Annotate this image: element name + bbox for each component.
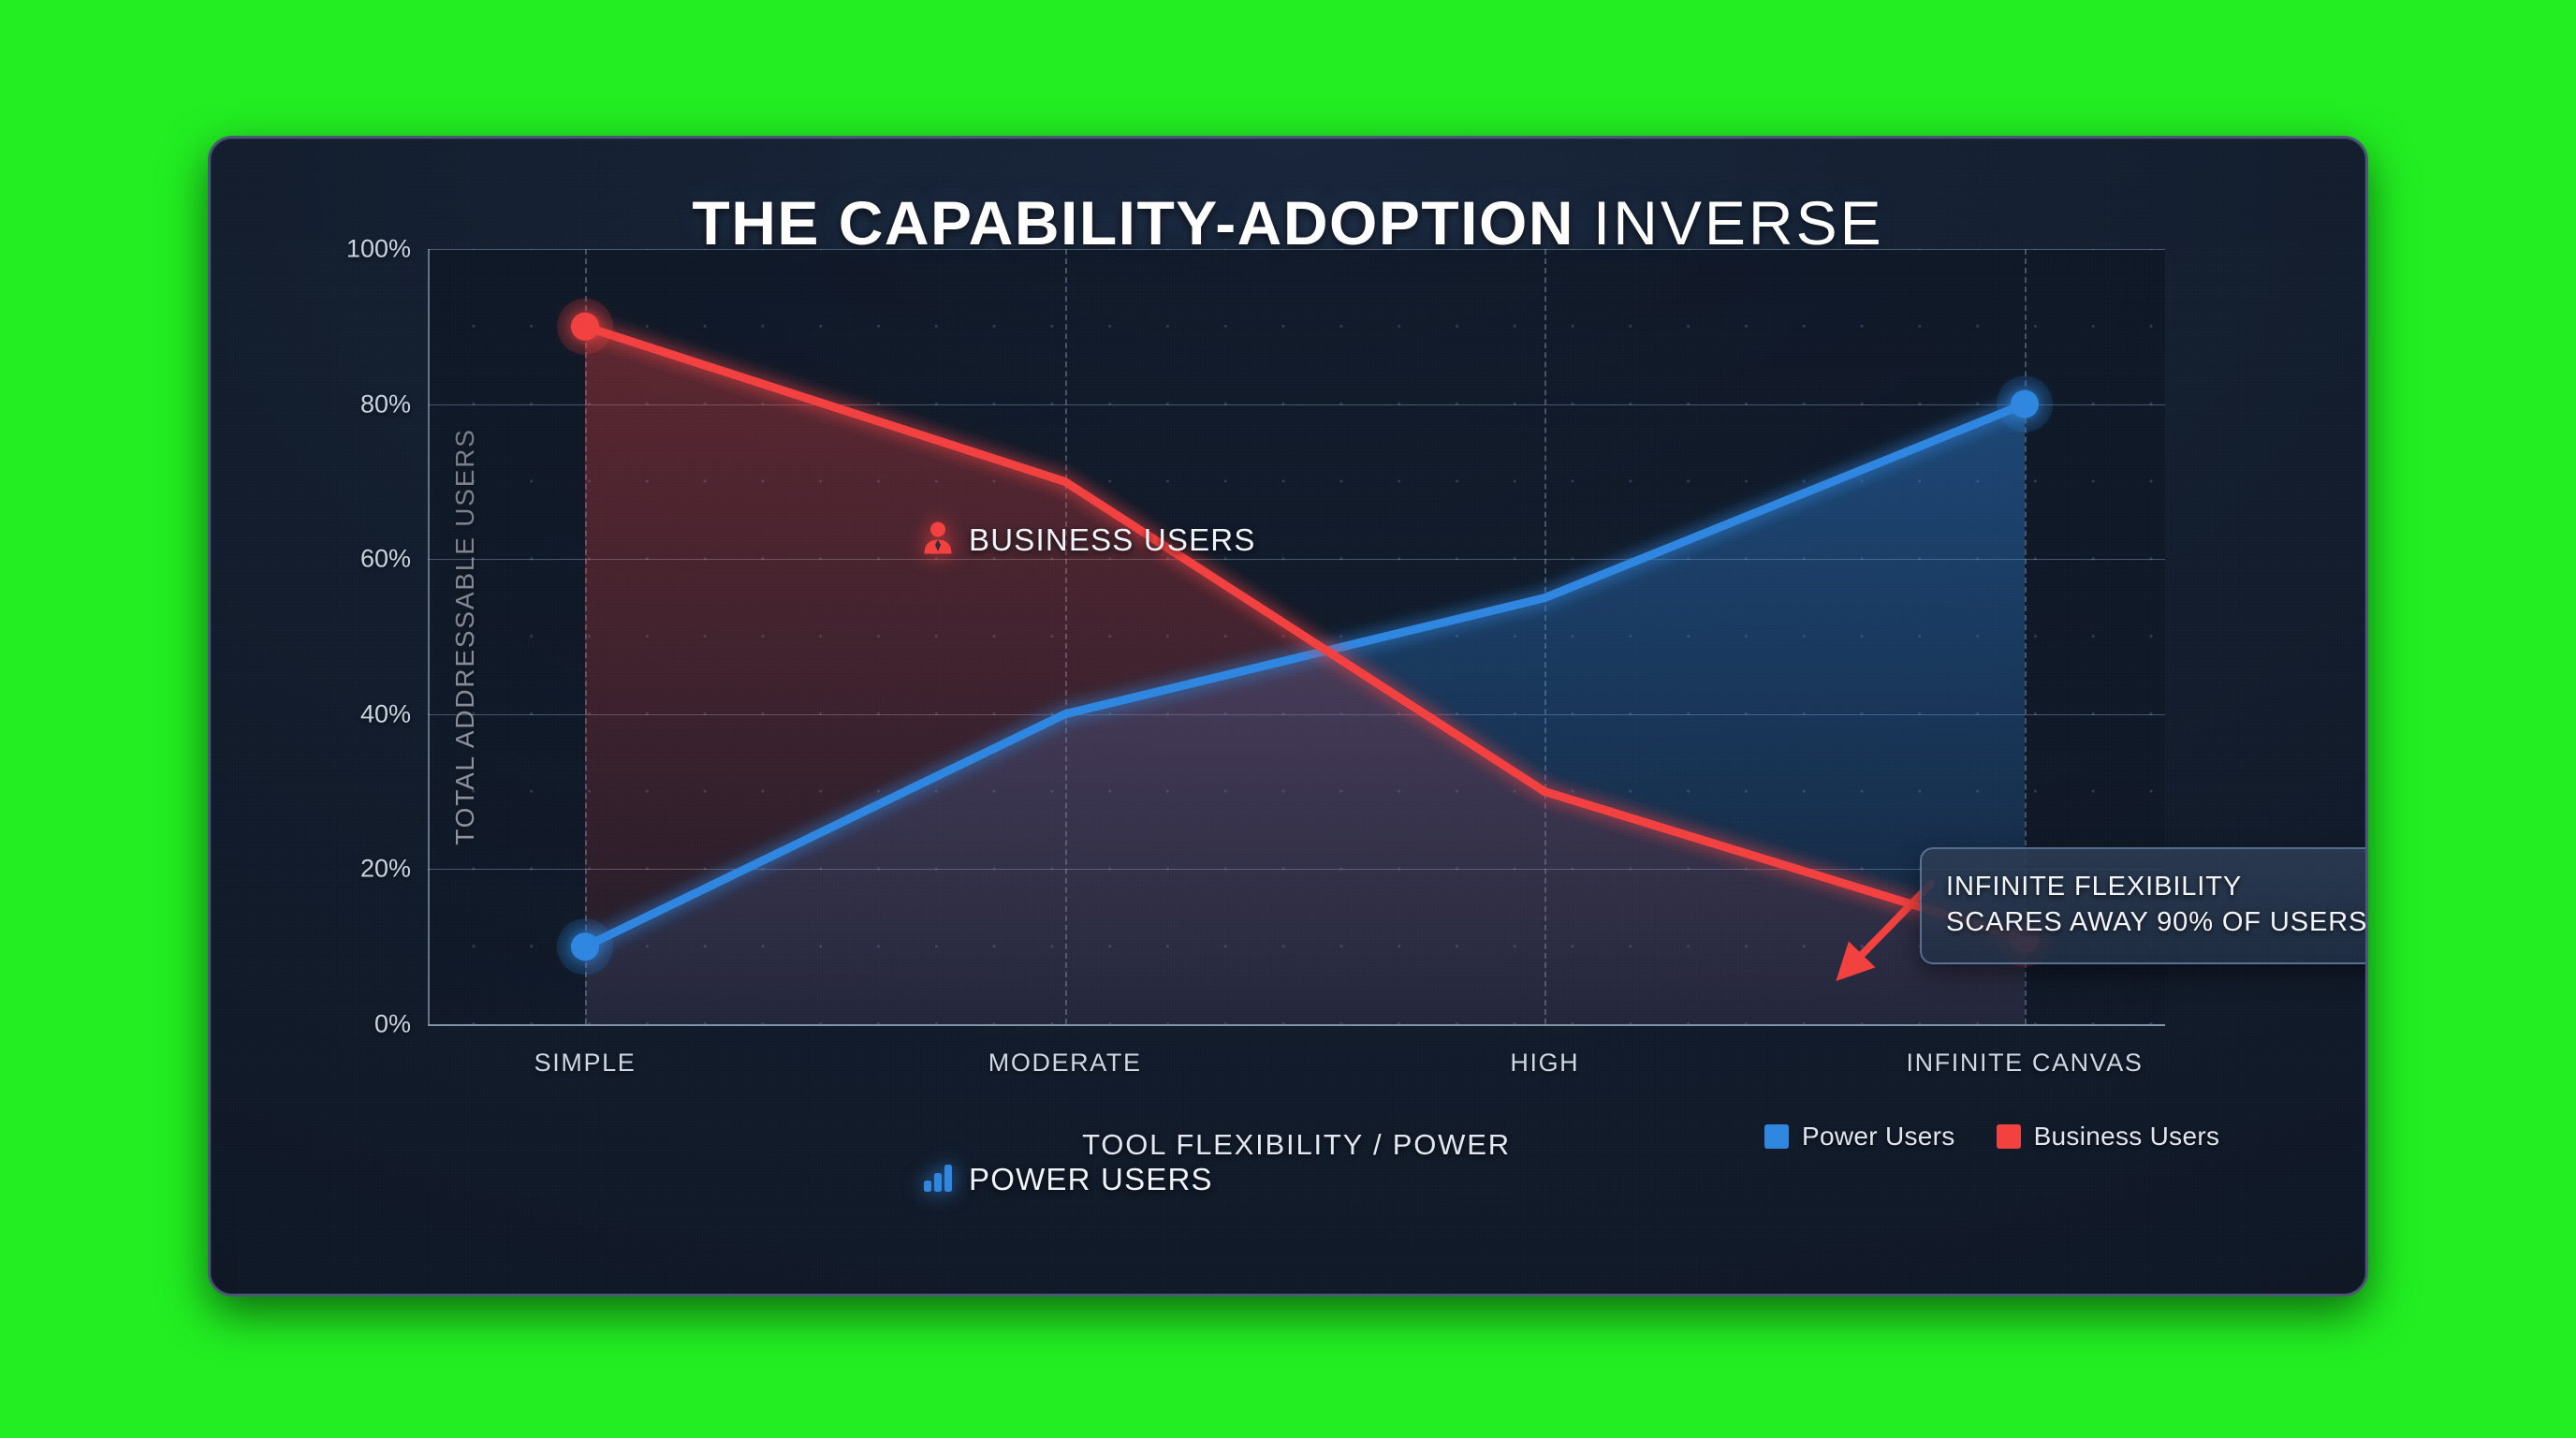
series-badge-label: POWER USERS <box>969 1161 1213 1196</box>
y-tick-label: 40% <box>359 699 411 728</box>
series-area-fills <box>585 326 2025 1025</box>
y-tick-label: 80% <box>359 389 411 418</box>
y-tick-label: 0% <box>373 1009 411 1038</box>
series-badge-business-users: BUSINESS USERS <box>922 521 1256 559</box>
bar-chart-icon <box>922 1161 954 1197</box>
x-tick-label: HIGH <box>1510 1049 1580 1077</box>
legend-item[interactable]: Power Users <box>1764 1122 1955 1152</box>
gridline-y <box>428 559 2165 561</box>
gridline-y <box>428 404 2165 405</box>
legend: Power Users Business Users <box>1764 1122 2219 1152</box>
gridline-y <box>428 249 2165 250</box>
series-badge-power-users: POWER USERS <box>922 1161 1213 1197</box>
legend-swatch <box>1996 1124 2021 1149</box>
legend-label: Power Users <box>1802 1122 1955 1151</box>
legend-label: Business Users <box>2033 1122 2220 1151</box>
series-badge-label: BUSINESS USERS <box>969 521 1256 557</box>
data-point-marker[interactable] <box>571 932 599 961</box>
gridline-x <box>2025 249 2027 1024</box>
y-tick-label: 100% <box>345 234 411 263</box>
y-tick-label: 60% <box>359 544 411 573</box>
data-point-marker[interactable] <box>2011 389 2039 418</box>
series-line <box>580 322 2029 944</box>
x-tick-label: MODERATE <box>988 1049 1142 1077</box>
series-line <box>580 400 2029 951</box>
annotation-callout: INFINITE FLEXIBILITY SCARES AWAY 90% OF … <box>1920 847 2368 965</box>
y-tick-label: 20% <box>359 854 411 883</box>
plot-area: 0% 20% 40% 60% 80% 100% SIMPLE MODERATE HIGH INF… <box>346 235 2165 1077</box>
gridline-y <box>428 1024 2165 1026</box>
series-area <box>585 326 2025 1024</box>
chart-card: THE CAPABILITY-ADOPTION INVERSE TOTAL AD… <box>208 136 2368 1297</box>
callout-line-2: SCARES AWAY 90% OF USERS <box>1946 906 2368 937</box>
legend-item[interactable]: Business Users <box>1996 1122 2220 1152</box>
title-strong: THE CAPABILITY-ADOPTION <box>692 188 1575 257</box>
legend-swatch <box>1764 1124 1789 1149</box>
x-axis-title: TOOL FLEXIBILITY / POWER <box>1082 1128 1511 1161</box>
x-tick-label: SIMPLE <box>534 1049 637 1077</box>
business-user-icon <box>922 521 954 559</box>
x-tick-label: INFINITE CANVAS <box>1906 1049 2144 1077</box>
series-layer <box>557 298 2053 1025</box>
data-point-marker[interactable] <box>571 312 599 341</box>
callout-line-1: INFINITE FLEXIBILITY <box>1946 872 2243 902</box>
page-title: THE CAPABILITY-ADOPTION INVERSE <box>211 187 2365 258</box>
title-light: INVERSE <box>1592 188 1884 257</box>
y-axis-line <box>428 249 430 1024</box>
series-lines <box>580 322 2029 951</box>
